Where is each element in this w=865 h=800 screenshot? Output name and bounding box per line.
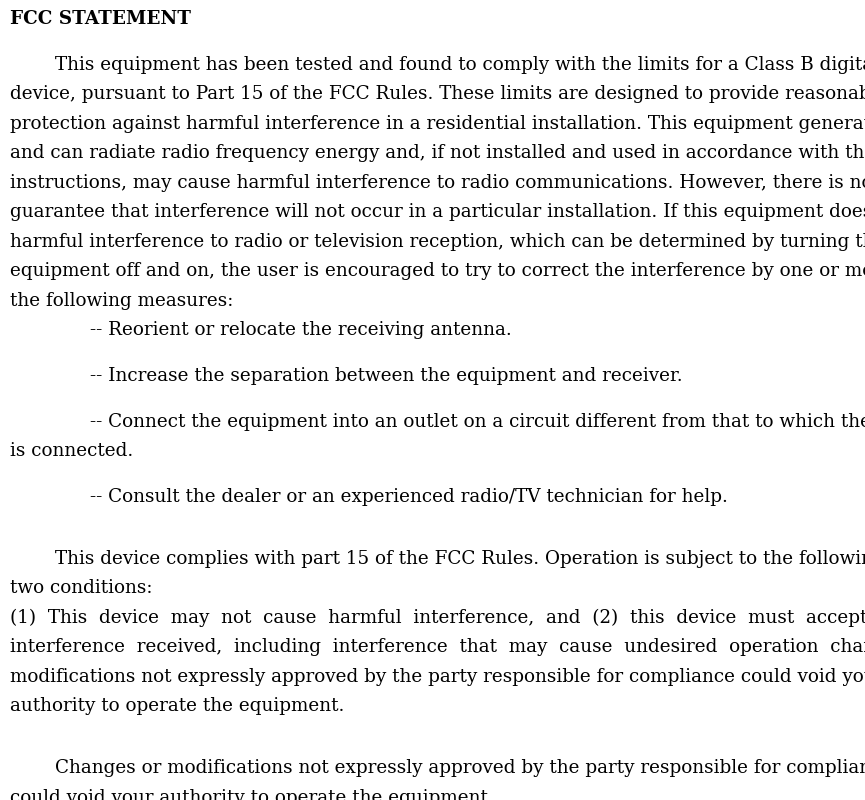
Text: This equipment has been tested and found to comply with the limits for a Class B: This equipment has been tested and found…	[55, 56, 865, 74]
Text: modifications not expressly approved by the party responsible for compliance cou: modifications not expressly approved by …	[10, 668, 865, 686]
Text: guarantee that interference will not occur in a particular installation. If this: guarantee that interference will not occ…	[10, 203, 865, 222]
Text: -- Increase the separation between the equipment and receiver.: -- Increase the separation between the e…	[90, 367, 682, 385]
Text: is connected.: is connected.	[10, 442, 133, 460]
Text: instructions, may cause harmful interference to radio communications. However, t: instructions, may cause harmful interfer…	[10, 174, 865, 192]
Text: device, pursuant to Part 15 of the FCC Rules. These limits are designed to provi: device, pursuant to Part 15 of the FCC R…	[10, 86, 865, 103]
Text: FCC STATEMENT: FCC STATEMENT	[10, 10, 191, 28]
Text: This device complies with part 15 of the FCC Rules. Operation is subject to the : This device complies with part 15 of the…	[55, 550, 865, 568]
Text: -- Connect the equipment into an outlet on a circuit different from that to whic: -- Connect the equipment into an outlet …	[90, 413, 865, 430]
Text: authority to operate the equipment.: authority to operate the equipment.	[10, 698, 344, 715]
Text: -- Consult the dealer or an experienced radio/TV technician for help.: -- Consult the dealer or an experienced …	[90, 488, 727, 506]
Text: equipment off and on, the user is encouraged to try to correct the interference : equipment off and on, the user is encour…	[10, 262, 865, 280]
Text: protection against harmful interference in a residential installation. This equi: protection against harmful interference …	[10, 114, 865, 133]
Text: harmful interference to radio or television reception, which can be determined b: harmful interference to radio or televis…	[10, 233, 865, 250]
Text: Changes or modifications not expressly approved by the party responsible for com: Changes or modifications not expressly a…	[55, 759, 865, 778]
Text: -- Reorient or relocate the receiving antenna.: -- Reorient or relocate the receiving an…	[90, 322, 512, 339]
Text: the following measures:: the following measures:	[10, 292, 234, 310]
Text: two conditions:: two conditions:	[10, 579, 152, 598]
Text: interference  received,  including  interference  that  may  cause  undesired  o: interference received, including interfe…	[10, 638, 865, 656]
Text: could void your authority to operate the equipment.: could void your authority to operate the…	[10, 789, 494, 800]
Text: and can radiate radio frequency energy and, if not installed and used in accorda: and can radiate radio frequency energy a…	[10, 144, 865, 162]
Text: (1)  This  device  may  not  cause  harmful  interference,  and  (2)  this  devi: (1) This device may not cause harmful in…	[10, 609, 865, 627]
